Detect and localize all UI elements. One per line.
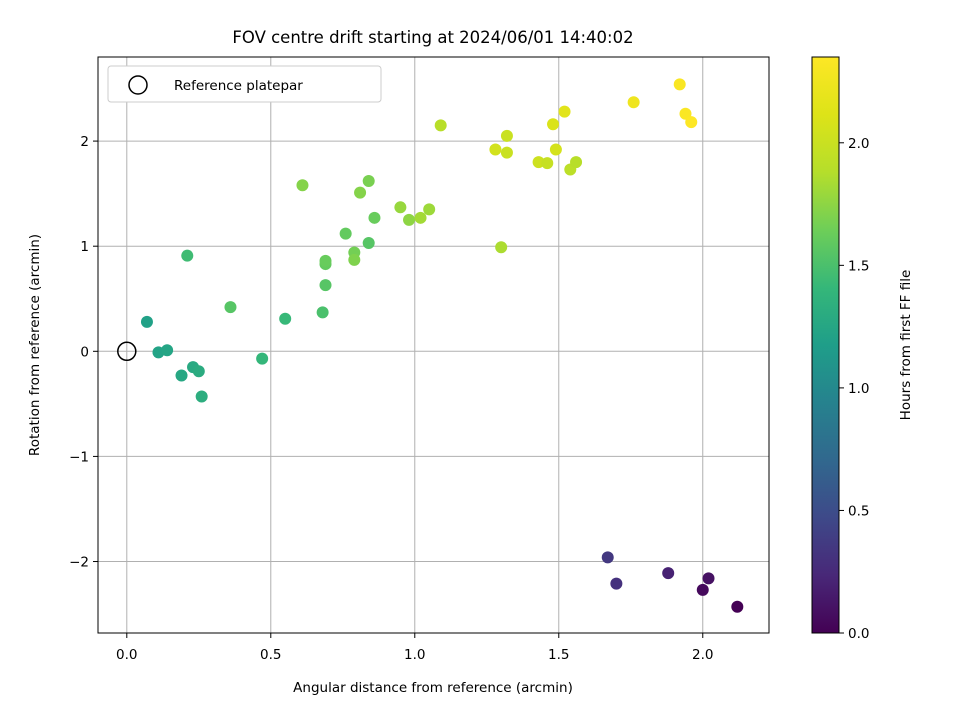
colorbar-ticks: 0.0 0.5 1.0 1.5 2.0 bbox=[839, 136, 869, 642]
data-point bbox=[175, 369, 188, 382]
data-point bbox=[547, 118, 560, 131]
data-point bbox=[195, 390, 208, 403]
x-tick-label: 2.0 bbox=[692, 647, 713, 663]
reference-marker bbox=[117, 341, 137, 362]
colorbar-tick-label: 2.0 bbox=[848, 136, 869, 152]
data-point bbox=[434, 119, 447, 132]
data-point bbox=[549, 143, 562, 156]
data-point bbox=[696, 583, 709, 596]
colorbar-gradient bbox=[811, 56, 840, 634]
data-point bbox=[161, 344, 174, 357]
colorbar-tick-label: 0.0 bbox=[848, 626, 869, 642]
data-point bbox=[256, 352, 269, 365]
data-point bbox=[610, 577, 623, 590]
legend-box bbox=[107, 65, 382, 103]
data-point bbox=[558, 105, 571, 118]
x-tick-label: 1.5 bbox=[548, 647, 569, 663]
x-axis-label: Angular distance from reference (arcmin) bbox=[293, 680, 573, 696]
data-point bbox=[339, 227, 352, 240]
data-points bbox=[140, 78, 744, 613]
data-point bbox=[403, 213, 416, 226]
data-point bbox=[192, 365, 205, 378]
grid bbox=[98, 57, 769, 633]
plot-frame bbox=[97, 56, 770, 634]
y-tick-label: 0 bbox=[80, 344, 89, 360]
data-point bbox=[702, 572, 715, 585]
data-point bbox=[495, 241, 508, 254]
data-point bbox=[319, 279, 332, 292]
y-axis-label: Rotation from reference (arcmin) bbox=[27, 234, 43, 456]
data-point bbox=[348, 253, 361, 266]
legend-reference-marker bbox=[128, 75, 148, 95]
data-point bbox=[673, 78, 686, 91]
chart-title: FOV centre drift starting at 2024/06/01 … bbox=[232, 28, 633, 47]
data-point bbox=[224, 301, 237, 314]
data-point bbox=[394, 201, 407, 214]
y-tick-label: 1 bbox=[80, 239, 89, 255]
x-tick-label: 0.5 bbox=[260, 647, 281, 663]
data-point bbox=[279, 312, 292, 325]
data-point bbox=[570, 156, 583, 169]
colorbar-tick-label: 1.5 bbox=[848, 258, 869, 274]
colorbar-tick-label: 0.5 bbox=[848, 503, 869, 519]
y-axis: −2 −1 0 1 2 bbox=[69, 134, 98, 571]
data-point bbox=[685, 116, 698, 129]
legend-label: Reference platepar bbox=[174, 78, 303, 94]
data-point bbox=[181, 249, 194, 262]
y-tick-label: 2 bbox=[80, 134, 89, 150]
data-point bbox=[354, 186, 367, 199]
x-tick-label: 0.0 bbox=[116, 647, 137, 663]
colorbar-tick-label: 1.0 bbox=[848, 381, 869, 397]
data-point bbox=[362, 237, 375, 250]
x-tick-label: 1.0 bbox=[404, 647, 425, 663]
data-point bbox=[368, 211, 381, 224]
data-point bbox=[662, 567, 675, 580]
data-point bbox=[489, 143, 502, 156]
data-point bbox=[319, 254, 332, 267]
data-point bbox=[500, 129, 513, 142]
data-point bbox=[316, 306, 329, 319]
data-point bbox=[500, 146, 513, 159]
data-point bbox=[731, 600, 744, 613]
data-point bbox=[423, 203, 436, 216]
data-point bbox=[601, 551, 614, 564]
plot-area bbox=[97, 56, 770, 634]
legend: Reference platepar bbox=[107, 65, 382, 103]
data-point bbox=[362, 175, 375, 188]
y-tick-label: −1 bbox=[69, 449, 89, 465]
data-point bbox=[627, 96, 640, 109]
y-tick-label: −2 bbox=[69, 555, 89, 571]
data-point bbox=[296, 179, 309, 192]
data-point bbox=[414, 211, 427, 224]
x-axis: 0.0 0.5 1.0 1.5 2.0 bbox=[116, 633, 714, 663]
data-point bbox=[541, 157, 554, 170]
data-point bbox=[140, 315, 153, 328]
colorbar-label: Hours from first FF file bbox=[898, 270, 914, 421]
data-point bbox=[679, 107, 692, 120]
colorbar: 0.0 0.5 1.0 1.5 2.0 Hours from first FF file bbox=[811, 56, 914, 642]
